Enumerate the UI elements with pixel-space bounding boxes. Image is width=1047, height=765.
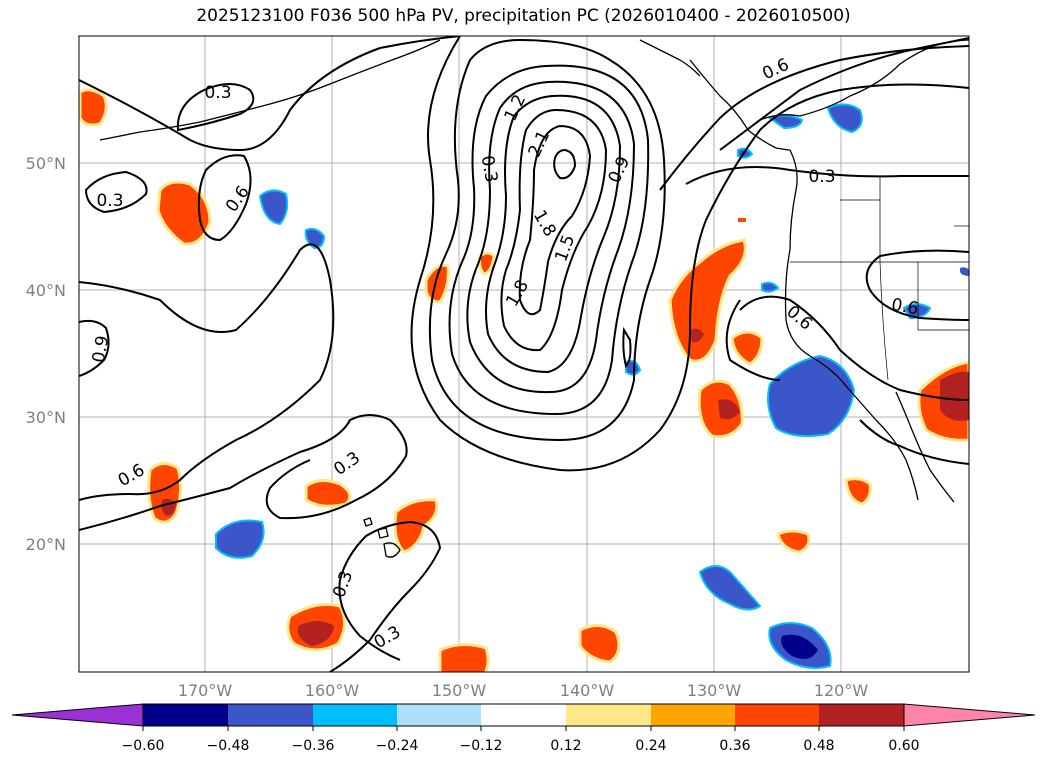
- colorbar-ticks: [142, 726, 905, 731]
- colorbar-neg-extension: [11, 703, 144, 727]
- pv-label: 0.3: [204, 83, 231, 103]
- colorbar-tick-label: 0.60: [888, 738, 919, 754]
- colorbar-tick-label: 0.36: [719, 738, 750, 754]
- latitude-labels: 50°N 40°N 30°N 20°N: [26, 154, 66, 554]
- gridlines: [79, 36, 969, 672]
- lon-label: 120°W: [814, 681, 869, 700]
- colorbar-pos-extension: [903, 703, 1036, 727]
- longitude-labels: 170°W 160°W 150°W 140°W 130°W 120°W: [178, 681, 869, 700]
- colorbar-tick-label: −0.24: [376, 738, 419, 754]
- colorbar-tick-label: 0.48: [803, 738, 834, 754]
- lon-label: 150°W: [432, 681, 487, 700]
- colorbar-segment: [566, 704, 651, 726]
- lon-label: 160°W: [305, 681, 360, 700]
- colorbar-tick-label: 0.12: [550, 738, 581, 754]
- lat-label: 50°N: [26, 154, 66, 173]
- map-area[interactable]: [79, 36, 969, 672]
- colorbar-segment: [397, 704, 481, 726]
- pv-label: 0.3: [808, 167, 835, 187]
- map-frame: [78, 35, 970, 673]
- lat-label: 20°N: [26, 535, 66, 554]
- lon-label: 130°W: [687, 681, 742, 700]
- colorbar-segment: [143, 704, 228, 726]
- colorbar-tick-label: −0.36: [292, 738, 335, 754]
- pv-label: 0.3: [96, 191, 123, 211]
- lon-label: 170°W: [178, 681, 233, 700]
- pv-label: 0.6: [890, 295, 920, 319]
- precip-anomaly-areas: [79, 88, 969, 672]
- colorbar-tick-label: −0.12: [460, 738, 503, 754]
- colorbar-tick-label: −0.60: [122, 738, 165, 754]
- colorbar-tick-label: −0.48: [207, 738, 250, 754]
- colorbar-tick-label: 0.24: [635, 738, 666, 754]
- coastlines: [99, 39, 969, 558]
- colorbar-segment: [651, 704, 735, 726]
- map-title: 2025123100 F036 500 hPa PV, precipitatio…: [196, 6, 851, 26]
- colorbar-segment: [228, 704, 313, 726]
- lon-label: 140°W: [560, 681, 615, 700]
- colorbar-segment: [481, 704, 566, 726]
- colorbar-segment: [819, 704, 904, 726]
- colorbar-segment: [735, 704, 819, 726]
- pv-label: 0.3: [477, 154, 501, 184]
- state-borders: [790, 176, 969, 381]
- colorbar: −0.60 −0.48 −0.36 −0.24 −0.12 0.12 0.24 …: [11, 703, 1036, 754]
- lat-label: 40°N: [26, 281, 66, 300]
- lat-label: 30°N: [26, 408, 66, 427]
- pv-label: 0.9: [89, 334, 113, 364]
- colorbar-segment: [313, 704, 397, 726]
